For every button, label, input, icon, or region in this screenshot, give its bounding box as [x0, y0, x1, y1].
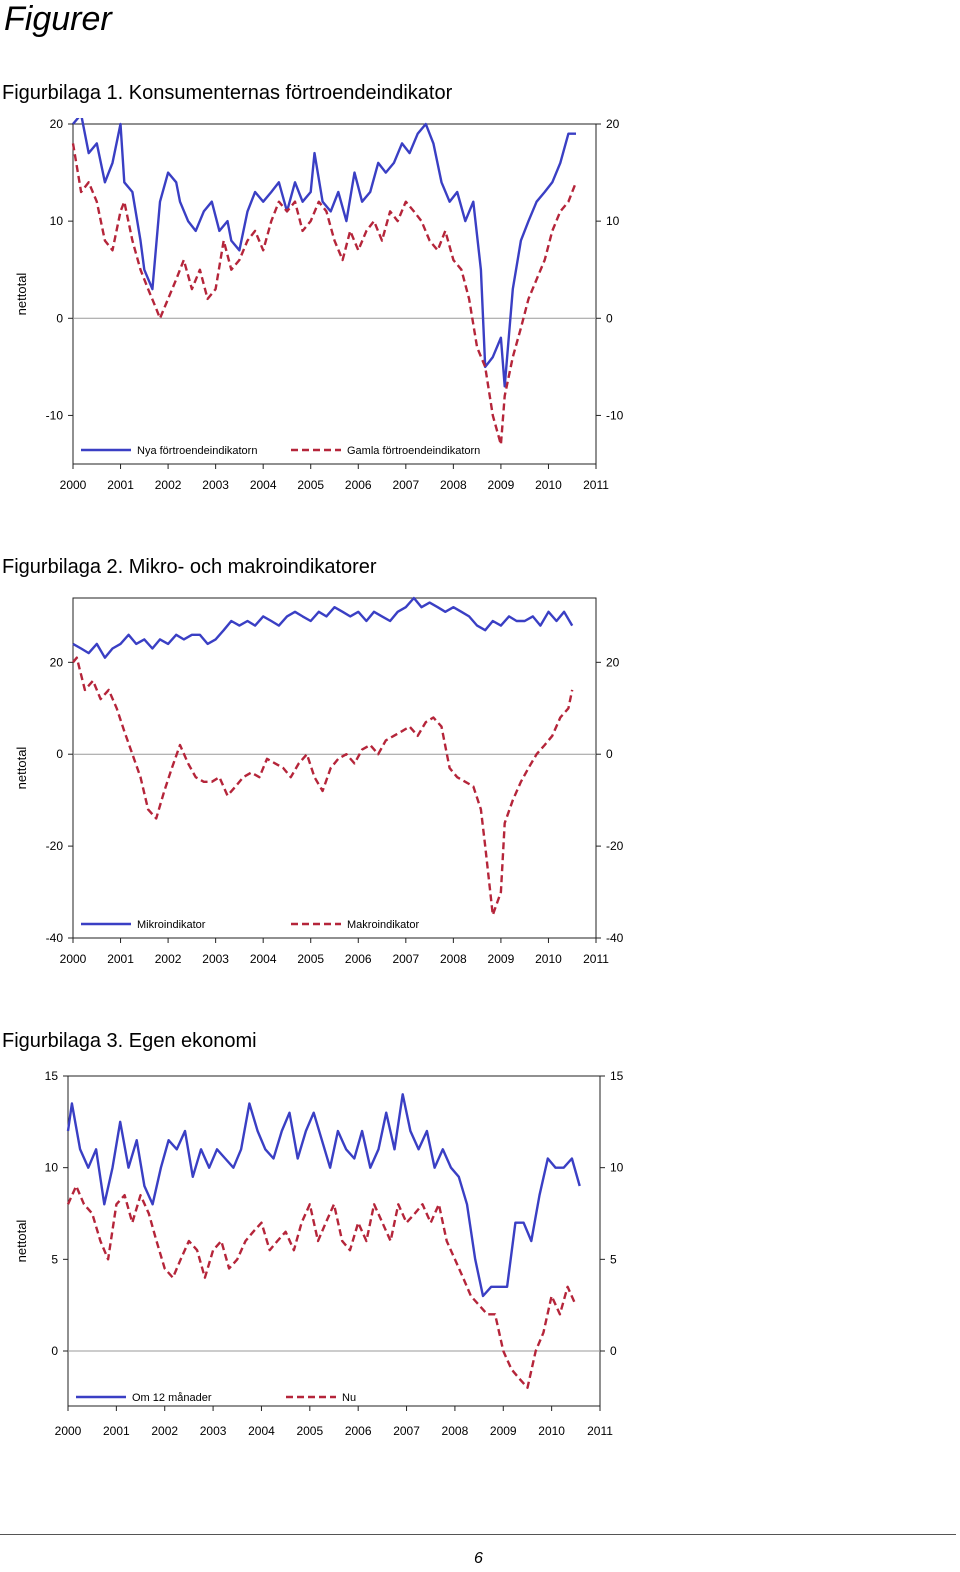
x-tick-label: 2000 — [60, 952, 87, 966]
y-tick-label-left: 10 — [50, 214, 64, 228]
y-tick-label-left: 5 — [51, 1252, 58, 1266]
legend-label-1: Nya förtroendeindikatorn — [137, 445, 257, 457]
y-tick-label-left: 20 — [50, 655, 64, 669]
x-tick-label: 2002 — [155, 478, 182, 492]
x-tick-label: 2004 — [250, 952, 277, 966]
y-axis-label: nettotal — [14, 1220, 29, 1263]
x-tick-label: 2008 — [440, 952, 467, 966]
series-line-1 — [66, 1093, 581, 1298]
series-line-2 — [71, 143, 578, 446]
x-tick-label: 2007 — [392, 952, 419, 966]
y-tick-label-left: 10 — [45, 1161, 59, 1175]
y-tick-label-left: 0 — [56, 747, 63, 761]
x-tick-label: 2010 — [535, 952, 562, 966]
y-tick-label-left: 0 — [56, 311, 63, 325]
y-axis-label: nettotal — [14, 747, 29, 790]
x-tick-label: 2006 — [345, 1424, 372, 1438]
x-tick-label: 2002 — [155, 952, 182, 966]
figure-3-caption: Figurbilaga 3. Egen ekonomi — [2, 1030, 257, 1052]
x-tick-label: 2010 — [538, 1424, 565, 1438]
page-number: 6 — [474, 1550, 483, 1567]
y-tick-label-right: 0 — [606, 747, 613, 761]
x-tick-label: 2005 — [296, 1424, 323, 1438]
y-tick-label-right: 20 — [606, 655, 620, 669]
y-tick-label-right: -10 — [606, 408, 624, 422]
x-tick-label: 2001 — [107, 478, 134, 492]
legend-label-2: Makroindikator — [347, 919, 419, 931]
y-tick-label-right: -40 — [606, 931, 624, 945]
series-line-1 — [72, 118, 576, 388]
x-tick-label: 2011 — [583, 952, 609, 966]
series-line-2 — [72, 656, 574, 917]
y-tick-label-right: 5 — [610, 1252, 617, 1266]
chart-2: -40 -40 -20 -20 0 0 20 20 2000 2001 2002 2003 2004 20… — [14, 596, 624, 966]
figure-2-caption: Figurbilaga 2. Mikro- och makroindikator… — [2, 556, 377, 578]
y-tick-label-right: 0 — [606, 311, 613, 325]
x-tick-label: 2000 — [60, 478, 87, 492]
series-line-1 — [72, 596, 574, 659]
plot-frame — [67, 1075, 601, 1407]
y-tick-label-left: 15 — [45, 1069, 59, 1083]
x-tick-label: 2003 — [202, 952, 229, 966]
x-tick-label: 2001 — [103, 1424, 130, 1438]
plot-frame — [72, 123, 597, 465]
x-tick-label: 2008 — [442, 1424, 469, 1438]
x-tick-label: 2003 — [200, 1424, 227, 1438]
x-tick-label: 2010 — [535, 478, 562, 492]
y-tick-label-right: 10 — [610, 1161, 624, 1175]
x-tick-label: 2000 — [55, 1424, 82, 1438]
legend-label-2: Nu — [342, 1392, 356, 1404]
y-tick-label-right: -20 — [606, 839, 624, 853]
legend-label-1: Om 12 månader — [132, 1392, 212, 1404]
y-tick-label-left: -10 — [46, 408, 64, 422]
plot-frame — [72, 597, 597, 939]
x-tick-label: 2004 — [248, 1424, 275, 1438]
x-tick-label: 2005 — [297, 952, 324, 966]
series-line-2 — [66, 1184, 577, 1389]
x-tick-label: 2007 — [393, 1424, 420, 1438]
x-tick-label: 2007 — [392, 478, 419, 492]
x-tick-label: 2003 — [202, 478, 229, 492]
y-tick-label-right: 20 — [606, 118, 620, 131]
y-tick-label-right: 0 — [610, 1344, 617, 1358]
chart-1: -10 -10 0 0 10 10 20 20 2000 2001 2002 2003 2004 2005… — [14, 118, 624, 492]
chart-3: 0 0 5 5 10 10 15 15 2000 2001 2002 2003 2004 2005 2006… — [14, 1069, 624, 1438]
x-tick-label: 2011 — [583, 478, 609, 492]
x-tick-label: 2008 — [440, 478, 467, 492]
y-tick-label-left: -20 — [46, 839, 64, 853]
x-tick-label: 2006 — [345, 478, 372, 492]
footer-rule — [0, 1534, 956, 1535]
x-tick-label: 2005 — [297, 478, 324, 492]
x-tick-label: 2006 — [345, 952, 372, 966]
legend-label-2: Gamla förtroendeindikatorn — [347, 445, 480, 457]
x-tick-label: 2009 — [488, 478, 515, 492]
legend-label-1: Mikroindikator — [137, 919, 206, 931]
page-heading: Figurer — [4, 0, 112, 38]
x-tick-label: 2001 — [107, 952, 134, 966]
y-axis-label: nettotal — [14, 273, 29, 316]
x-tick-label: 2002 — [151, 1424, 178, 1438]
y-tick-label-right: 10 — [606, 214, 620, 228]
x-tick-label: 2009 — [490, 1424, 517, 1438]
x-tick-label: 2011 — [587, 1424, 613, 1438]
x-tick-label: 2004 — [250, 478, 277, 492]
figure-1-caption: Figurbilaga 1. Konsumenternas förtroende… — [2, 82, 453, 104]
y-tick-label-left: 20 — [50, 118, 64, 131]
x-tick-label: 2009 — [488, 952, 515, 966]
y-tick-label-left: 0 — [51, 1344, 58, 1358]
y-tick-label-right: 15 — [610, 1069, 624, 1083]
y-tick-label-left: -40 — [46, 931, 64, 945]
